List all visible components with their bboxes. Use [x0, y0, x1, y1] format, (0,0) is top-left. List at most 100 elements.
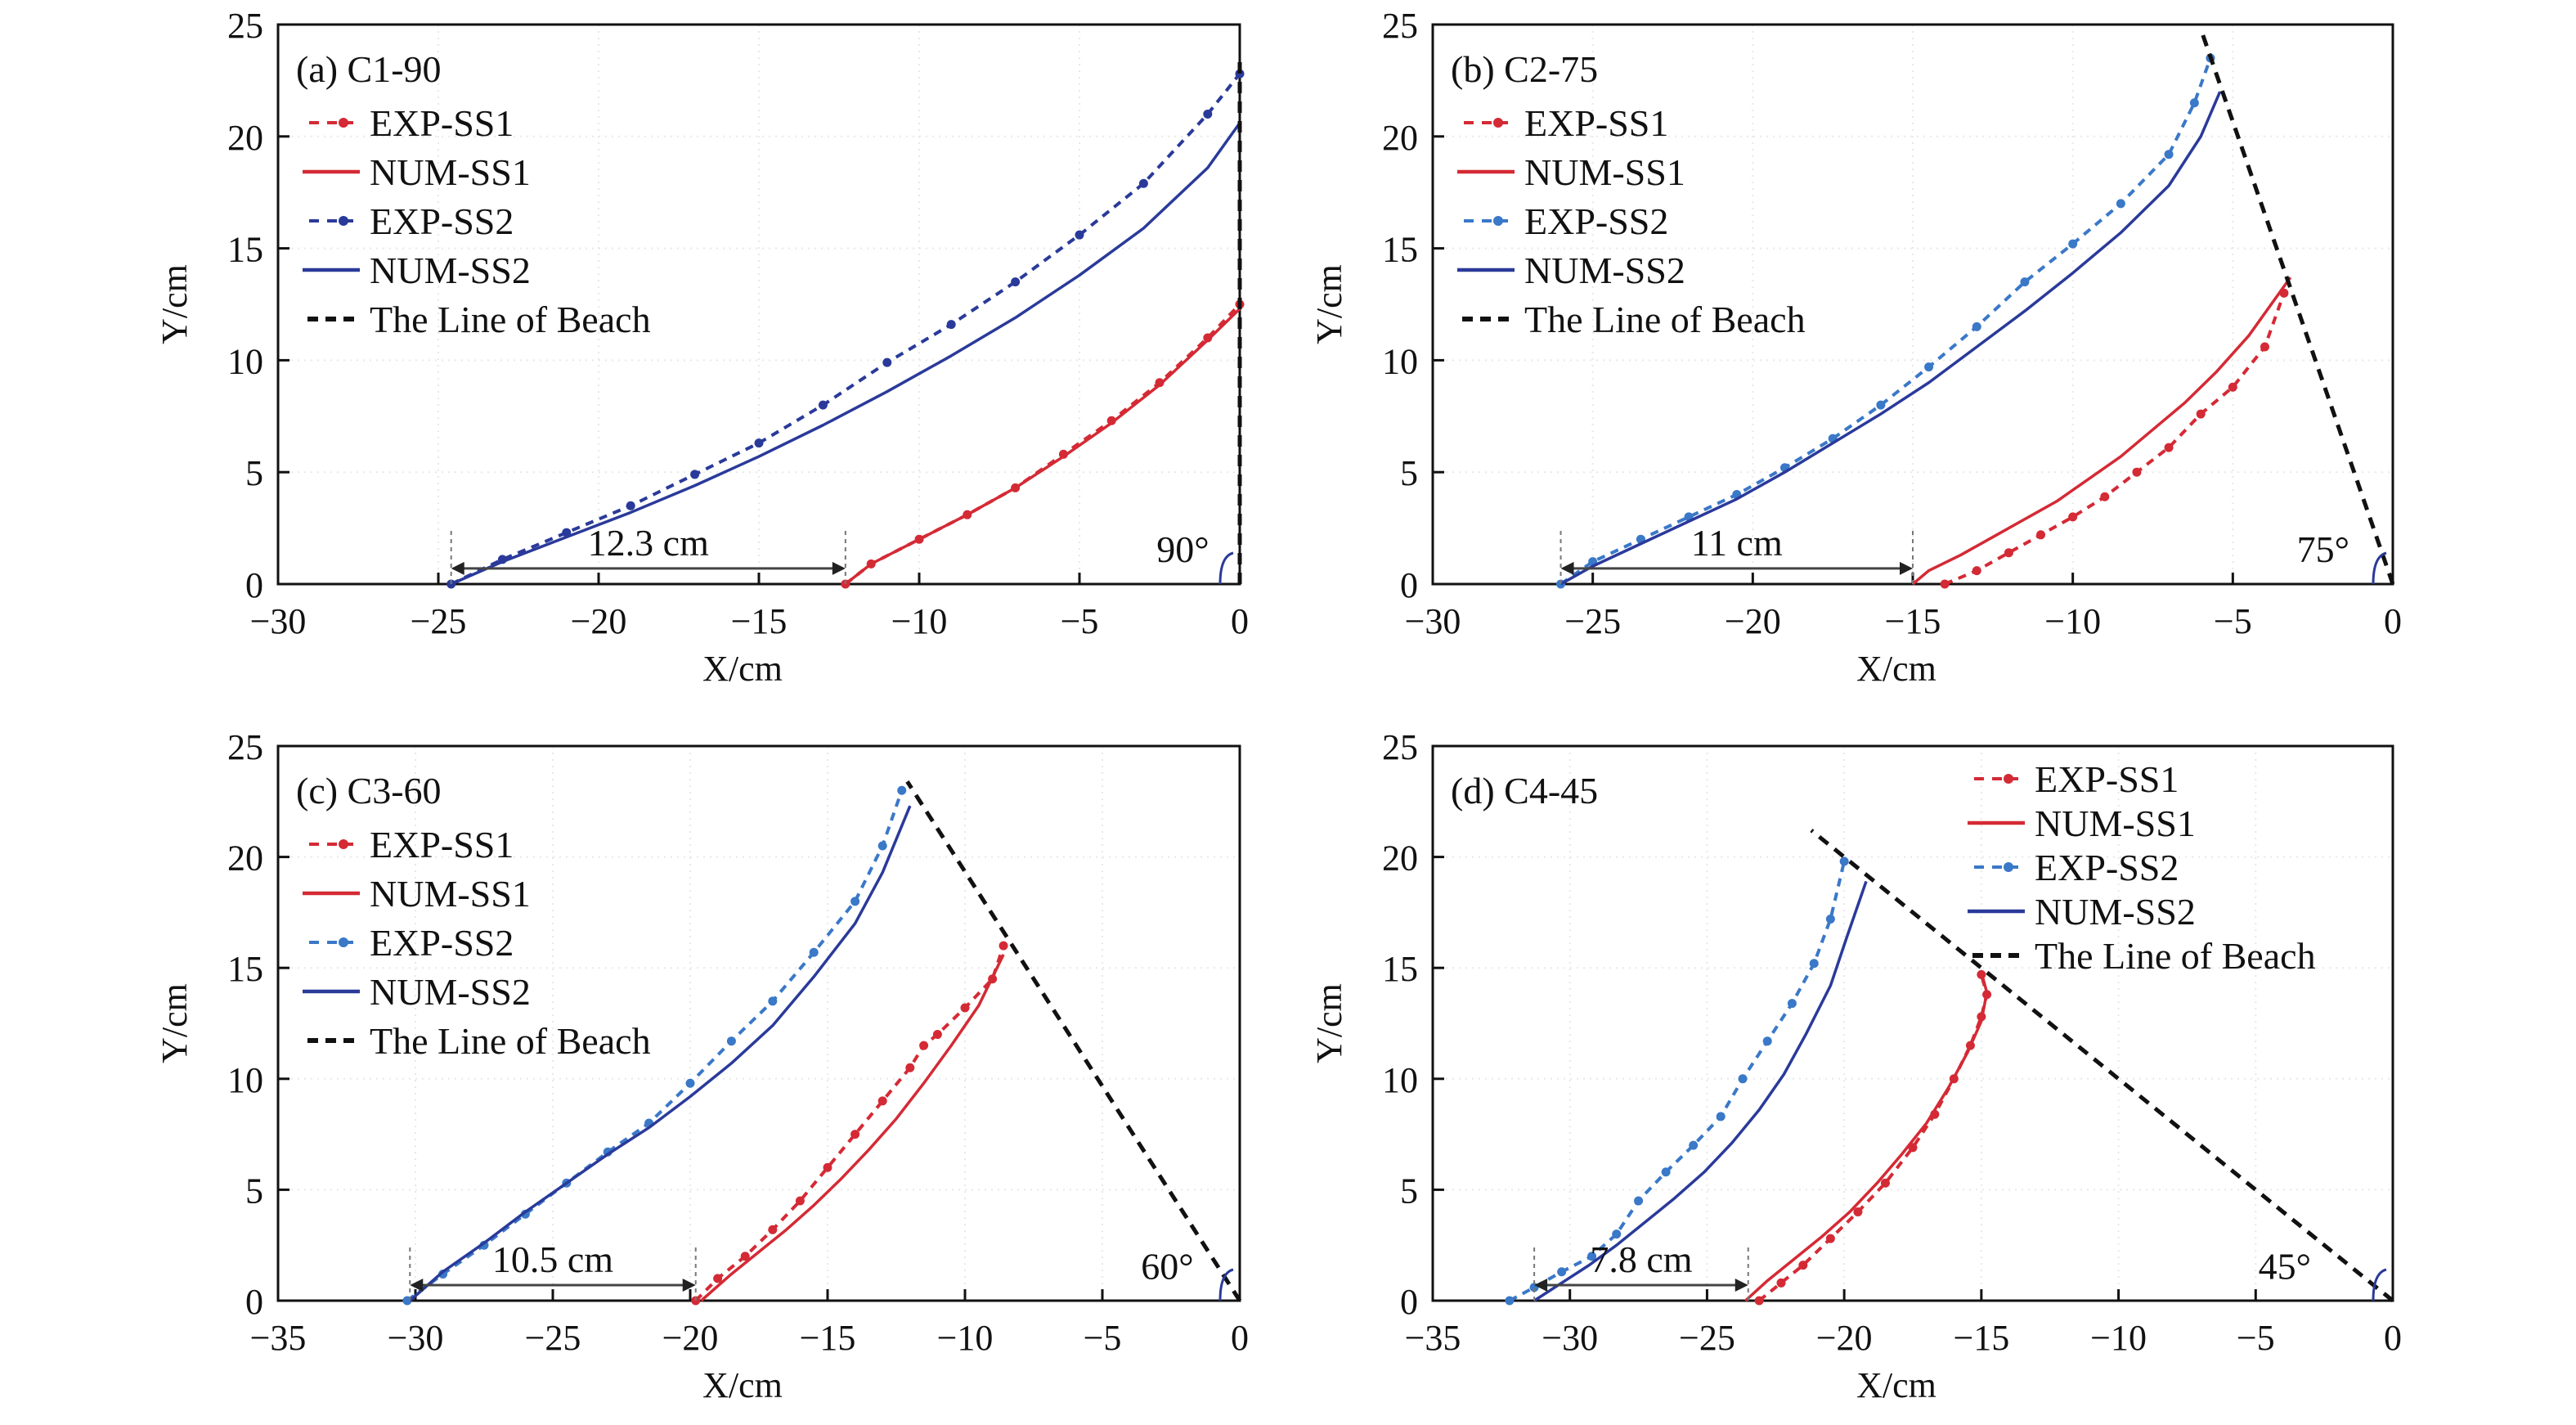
series-exp-ss1-point — [960, 1003, 970, 1013]
legend-marker — [339, 216, 348, 226]
series-exp-ss1-line — [1757, 973, 1989, 1302]
x-tick-label: −30 — [388, 1318, 444, 1358]
series-exp-ss1-point — [1798, 1261, 1808, 1270]
legend-label: NUM-SS1 — [1524, 151, 1685, 193]
series-exp-ss2-point — [1505, 1296, 1515, 1306]
series-exp-ss1-point — [932, 1030, 942, 1040]
dimension-label: 7.8 cm — [1590, 1238, 1692, 1280]
series-exp-ss2-point — [1587, 1252, 1597, 1261]
legend-label: EXP-SS1 — [370, 824, 514, 865]
y-tick-label: 0 — [245, 565, 263, 605]
series-exp-ss2-line — [450, 72, 1241, 586]
angle-label: 75° — [2297, 528, 2349, 570]
arrowhead-right-icon — [832, 561, 846, 575]
dimension-label: 10.5 cm — [492, 1238, 613, 1280]
y-tick-label: 25 — [1382, 727, 1418, 767]
x-tick-label: −15 — [1885, 601, 1941, 641]
series-exp-ss2-point — [897, 785, 907, 795]
legend-label: NUM-SS2 — [1524, 249, 1685, 291]
series-exp-ss2-point — [850, 897, 860, 906]
plot-frame — [276, 744, 1241, 1302]
legend-item: EXP-SS1 — [309, 824, 514, 865]
series-exp-ss2-point — [1612, 1229, 1622, 1239]
y-tick-label: 15 — [1382, 230, 1418, 270]
legend-marker — [1493, 118, 1503, 128]
series-exp-ss2-point — [1809, 959, 1819, 969]
y-tick-label: 5 — [245, 453, 263, 493]
x-tick-label: −25 — [411, 601, 467, 641]
y-tick-label: 20 — [227, 118, 263, 158]
legend-item: The Line of Beach — [307, 1020, 651, 1062]
series-exp-ss2-point — [877, 841, 887, 851]
series-exp-ss1-point — [2228, 382, 2237, 392]
legend-marker — [2004, 774, 2013, 784]
y-tick-label: 25 — [227, 6, 263, 46]
series-exp-ss1-point — [1825, 1234, 1835, 1243]
series-exp-ss2-point — [2068, 239, 2078, 249]
legend-item: The Line of Beach — [1462, 299, 1806, 340]
series-exp-ss2-point — [2164, 150, 2174, 160]
series-exp-ss1-point — [2068, 512, 2078, 522]
legend-item: EXP-SS2 — [309, 922, 514, 964]
y-tick-label: 20 — [1382, 118, 1418, 158]
series-exp-ss2-point — [1825, 915, 1835, 924]
legend-item: EXP-SS1 — [309, 102, 514, 144]
panel-d: −35 −30 −25 −20 −15 −10 −5 0 0 5 10 15 20 25 X/cm Y/cm (… — [1309, 727, 2402, 1405]
legend-label: NUM-SS2 — [370, 249, 531, 291]
x-tick-label: −35 — [250, 1318, 307, 1358]
legend-label: EXP-SS2 — [2035, 847, 2179, 888]
legend-label: EXP-SS1 — [2035, 758, 2179, 800]
series-exp-ss2-point — [946, 320, 956, 330]
series-exp-ss1-point — [740, 1252, 750, 1261]
x-tick-label: −25 — [525, 1318, 581, 1358]
legend-label: EXP-SS2 — [370, 200, 514, 242]
dimension-label: 12.3 cm — [588, 522, 709, 564]
series-exp-ss1-line — [1944, 292, 2286, 586]
x-tick-label: −30 — [1542, 1318, 1598, 1358]
y-tick-label: 5 — [245, 1171, 263, 1211]
series-exp-ss1-point — [1880, 1178, 1890, 1188]
x-tick-label: 0 — [2384, 601, 2402, 641]
y-axis-label: Y/cm — [1309, 983, 1349, 1063]
series-num-ss2-line — [1560, 91, 2222, 586]
legend-item: EXP-SS2 — [309, 200, 514, 242]
angle-arc-icon — [1218, 551, 1234, 585]
x-tick-label: −35 — [1405, 1318, 1461, 1358]
panel-title: (d) C4-45 — [1451, 770, 1598, 811]
angle-arc-icon — [1218, 1268, 1234, 1301]
series-exp-ss2-point — [2189, 98, 2199, 108]
y-tick-label: 10 — [1382, 341, 1418, 381]
legend-marker — [339, 937, 348, 947]
x-axis-label: X/cm — [702, 1365, 783, 1405]
legend-label: NUM-SS1 — [370, 873, 531, 915]
y-tick-label: 25 — [1382, 6, 1418, 46]
y-tick-label: 0 — [1400, 1282, 1418, 1322]
x-tick-label: −10 — [2090, 1318, 2147, 1358]
series-exp-ss2-point — [1557, 1267, 1567, 1277]
x-tick-label: −20 — [662, 1318, 719, 1358]
x-tick-label: −20 — [1816, 1318, 1873, 1358]
x-tick-label: −20 — [1725, 601, 1781, 641]
y-tick-label: 20 — [1382, 838, 1418, 879]
series-exp-ss1-point — [1754, 1296, 1764, 1306]
angle-arc-icon — [2372, 1268, 2387, 1301]
legend-item: EXP-SS1 — [1974, 758, 2179, 800]
legend-label: EXP-SS1 — [370, 102, 514, 144]
panel-title: (c) C3-60 — [296, 770, 442, 811]
x-axis-label: X/cm — [1856, 649, 1936, 689]
series-exp-ss1-point — [1853, 1207, 1863, 1217]
series-exp-ss2-point — [1787, 999, 1797, 1009]
legend-label: The Line of Beach — [370, 1020, 651, 1062]
legend-item: The Line of Beach — [307, 299, 651, 340]
legend-item: The Line of Beach — [1972, 935, 2316, 977]
dimension-label: 11 cm — [1691, 522, 1783, 564]
y-tick-label: 0 — [245, 1282, 263, 1322]
series-exp-ss1-point — [823, 1162, 832, 1172]
x-tick-label: −30 — [250, 601, 307, 641]
series-exp-ss2-point — [1716, 1112, 1726, 1122]
series-num-ss1-line — [1911, 276, 2292, 586]
y-tick-label: 15 — [227, 949, 263, 989]
legend-item: NUM-SS1 — [1457, 151, 1685, 193]
series-exp-ss1-point — [2132, 467, 2142, 477]
